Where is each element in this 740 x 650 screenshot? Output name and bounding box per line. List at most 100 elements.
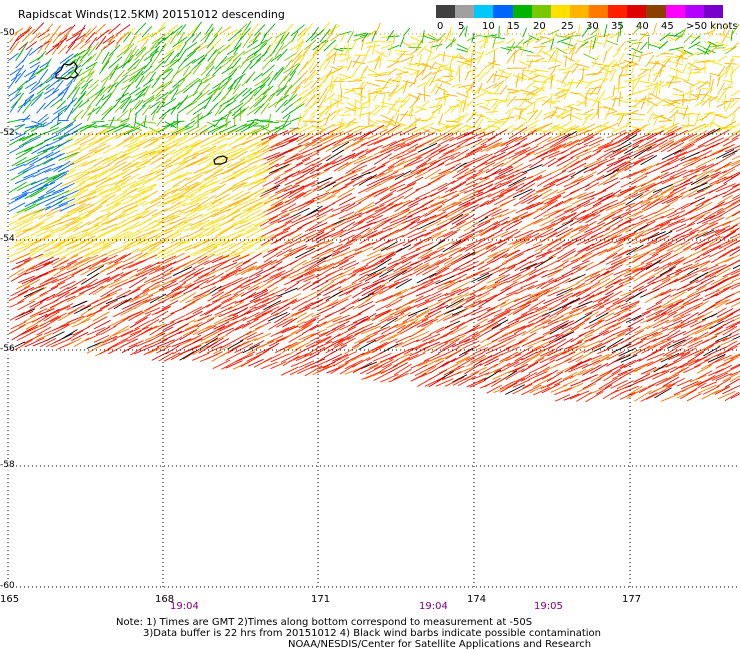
wind-barb (274, 227, 291, 237)
wind-barb (631, 376, 651, 386)
wind-barb (151, 280, 172, 291)
wind-barb (354, 106, 368, 110)
wind-barb (576, 76, 584, 88)
wind-barb (46, 208, 63, 217)
wind-barb (18, 27, 33, 38)
wind-barb (389, 294, 404, 304)
wind-barb (38, 308, 55, 316)
wind-barb (162, 138, 181, 148)
wind-barb (129, 45, 137, 58)
wind-barb (676, 346, 694, 356)
wind-barb (617, 187, 635, 198)
wind-barb (371, 89, 383, 93)
wind-barb (326, 320, 342, 329)
wind-barb (471, 200, 490, 212)
wind-barb (360, 86, 363, 102)
wind-barb (540, 232, 557, 243)
wind-barb (438, 124, 455, 133)
wind-barb (351, 142, 369, 152)
wind-barb (136, 264, 152, 273)
wind-barb (235, 122, 255, 133)
wind-barb (618, 231, 637, 240)
wind-barb (729, 227, 740, 233)
wind-barb (192, 324, 212, 336)
wind-barb (192, 63, 202, 75)
wind-barb (184, 33, 195, 44)
legend-tick-label: 20 (533, 21, 546, 32)
wind-barb (715, 149, 735, 159)
wind-barb (386, 30, 394, 42)
wind-barb (620, 171, 638, 180)
wind-barb (177, 102, 193, 114)
wind-barb (400, 304, 418, 315)
wind-barb (234, 30, 246, 41)
wind-barb (109, 65, 119, 80)
wind-barb (359, 105, 363, 119)
wind-barb (44, 308, 60, 318)
wind-barb (443, 305, 463, 315)
wind-barb (534, 350, 555, 362)
wind-barb (256, 51, 268, 62)
wind-barb (661, 149, 682, 160)
wind-barb (280, 38, 295, 51)
wind-barb (471, 325, 491, 338)
wind-barb (681, 137, 699, 149)
wind-barb (79, 122, 97, 133)
wind-barb (442, 357, 457, 367)
wind-barb (304, 344, 324, 357)
wind-barb (445, 123, 463, 134)
wind-barb (176, 222, 192, 232)
wind-barb (610, 166, 629, 178)
wind-barb (86, 278, 107, 289)
wind-barb (183, 213, 203, 224)
wind-barb (385, 298, 403, 309)
wind-barb (715, 334, 732, 342)
wind-barb (256, 266, 276, 276)
wind-barb (549, 323, 569, 335)
wind-barb (170, 102, 181, 115)
wind-barb (239, 57, 249, 69)
wind-barb (437, 156, 454, 167)
wind-barb (571, 288, 589, 298)
wind-barb (332, 242, 353, 253)
wind-barb (372, 124, 387, 130)
wind-barb (592, 96, 599, 108)
wind-barb (660, 165, 679, 174)
wind-barb (729, 298, 740, 304)
wind-barb (590, 86, 601, 90)
wind-barb (561, 131, 577, 141)
wind-barb (668, 352, 685, 361)
wind-barb (534, 145, 554, 156)
wind-barb (422, 274, 442, 284)
wind-barb (317, 344, 333, 354)
wind-barb (364, 370, 386, 380)
wind-barb (725, 235, 740, 244)
wind-barb (177, 161, 196, 172)
wind-barb (612, 326, 632, 336)
wind-barb (387, 90, 396, 101)
wind-barb (730, 321, 740, 328)
wind-barb (700, 90, 710, 102)
wind-barb (228, 52, 239, 62)
wind-barb (547, 268, 564, 278)
wind-barb (708, 330, 725, 341)
wind-barb (673, 336, 693, 348)
wind-barb (697, 137, 716, 148)
wind-barb (597, 292, 614, 303)
wind-barb (375, 303, 391, 312)
wind-barb (554, 106, 568, 111)
wind-barb (456, 48, 469, 53)
wind-barb (449, 105, 460, 108)
wind-barb (647, 111, 654, 123)
wind-barb (374, 203, 394, 213)
wind-barb (102, 169, 119, 181)
wind-barb (352, 337, 371, 349)
legend-swatch (455, 5, 475, 18)
wind-barb (120, 268, 138, 277)
wind-barb (388, 269, 407, 282)
wind-barb (123, 49, 133, 65)
wind-barb (15, 49, 24, 62)
wind-barb (337, 154, 355, 165)
wind-barb (105, 53, 114, 65)
